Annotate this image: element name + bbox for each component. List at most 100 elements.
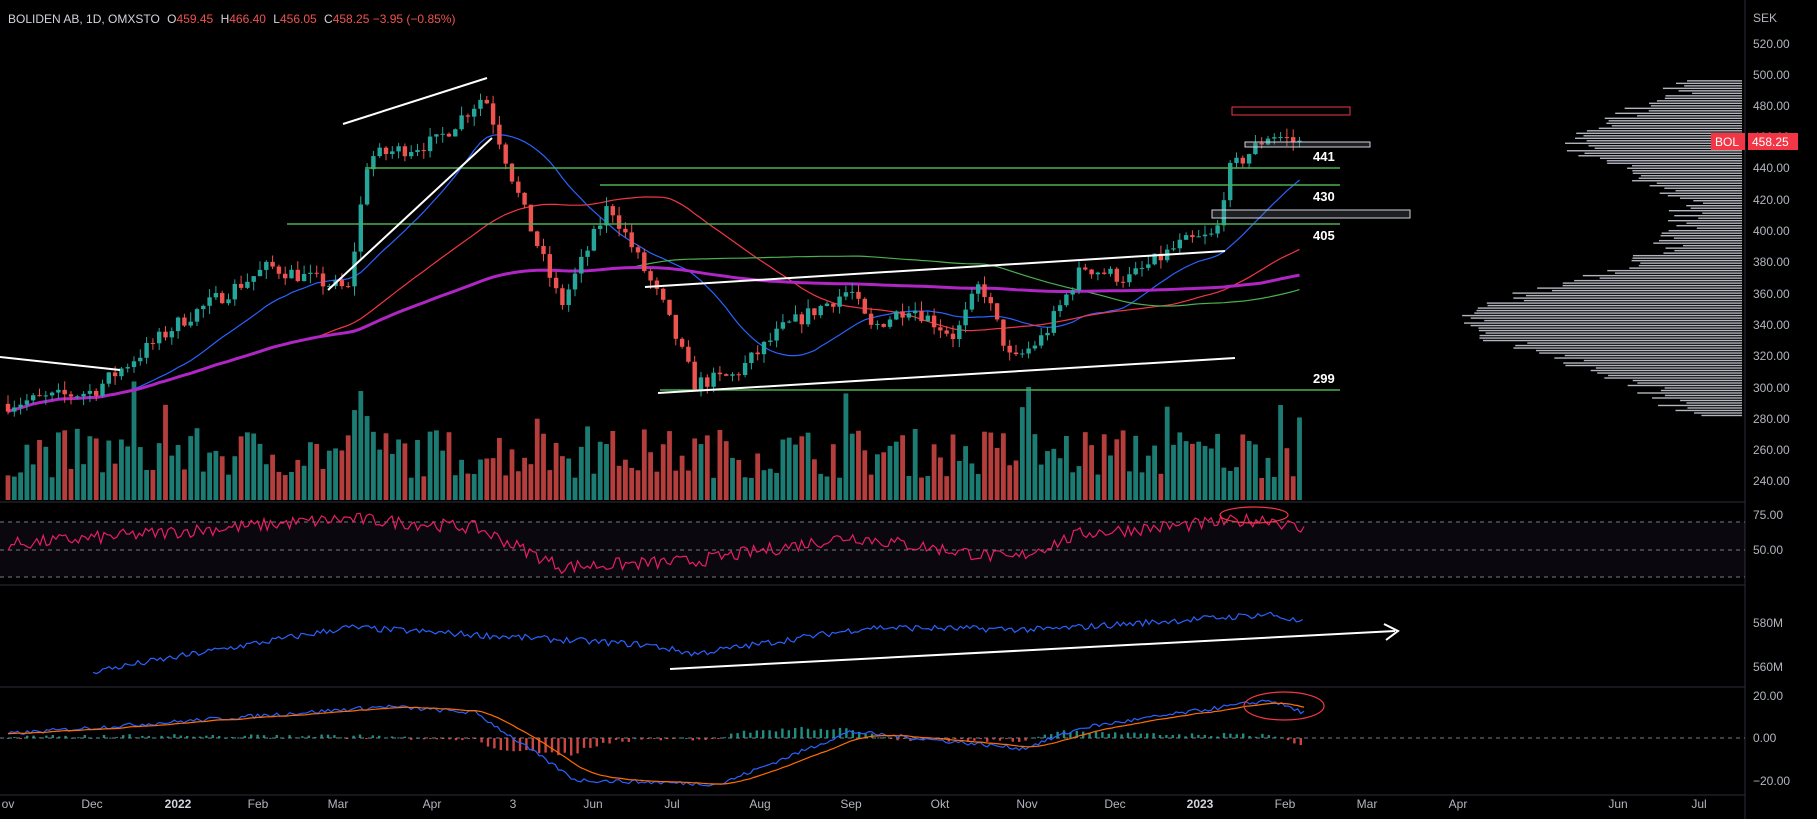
macd-histogram-bar xyxy=(787,730,790,738)
macd-histogram-bar xyxy=(1101,732,1104,738)
macd-histogram-bar xyxy=(64,735,67,738)
macd-histogram-bar xyxy=(954,738,957,739)
volume-bar xyxy=(1101,434,1107,500)
low-label: L xyxy=(273,12,280,26)
volume-bar xyxy=(156,443,162,500)
channel-bottom-trendline[interactable] xyxy=(657,357,1236,394)
volume-profile-row xyxy=(1563,362,1742,364)
macd-histogram-bar xyxy=(474,738,477,739)
time-axis[interactable]: ov Dec 2022 Feb Mar Apr 3 Jun Jul Aug Se… xyxy=(2,797,1707,811)
macd-highlight-ellipse[interactable] xyxy=(1243,691,1325,721)
open-value: 459.45 xyxy=(176,12,214,26)
candle-body xyxy=(371,156,376,170)
volume-bar xyxy=(1253,444,1258,500)
sma-100-line xyxy=(7,255,1300,413)
volume-bar xyxy=(1221,467,1227,500)
obv-trend-arrow-line[interactable] xyxy=(669,630,1396,670)
macd-line xyxy=(7,699,1305,787)
macd-histogram-bar xyxy=(877,737,880,739)
candle-body xyxy=(1032,345,1038,349)
candle-body xyxy=(881,323,886,327)
volume-bar xyxy=(774,472,779,500)
channel-top-trendline[interactable] xyxy=(644,250,1226,288)
macd-histogram-bar xyxy=(294,737,298,739)
volume-bar xyxy=(56,432,61,500)
volume-profile-row xyxy=(1566,150,1742,152)
volume-bar xyxy=(37,439,42,500)
macd-histogram-bar xyxy=(480,738,483,743)
candle-body xyxy=(390,151,395,154)
drawings[interactable] xyxy=(0,77,1411,394)
volume-profile-row xyxy=(1527,342,1742,344)
candle-body xyxy=(175,317,181,332)
volume-bar xyxy=(837,477,842,500)
volume-profile-row xyxy=(1539,352,1742,354)
candle-body xyxy=(805,308,811,325)
candle-body xyxy=(648,271,653,281)
last-price-symbol: BOL xyxy=(1715,135,1739,149)
volume-profile-row xyxy=(1702,212,1742,214)
candle-body xyxy=(749,352,754,363)
macd-histogram-bar xyxy=(390,736,394,738)
volume-profile-row xyxy=(1649,102,1742,105)
supply-zone-rect[interactable] xyxy=(1244,141,1371,148)
candle-body xyxy=(824,303,830,306)
time-tick: Sep xyxy=(840,797,862,811)
time-tick: 2022 xyxy=(165,797,192,811)
macd-histogram-bar xyxy=(883,737,886,739)
volume-bar xyxy=(1051,448,1057,500)
time-tick: Dec xyxy=(1104,797,1125,811)
indicator-axes[interactable]: 75.00 50.00 580M 560M 20.00 0.00 −20.00 xyxy=(1753,508,1790,788)
left-trendline[interactable] xyxy=(0,356,121,371)
volume-bar xyxy=(74,428,80,500)
time-tick: ov xyxy=(2,797,15,811)
rising-wedge-bottom-trendline[interactable] xyxy=(327,137,493,291)
candle-body xyxy=(1089,269,1094,275)
macd-histogram-bar xyxy=(691,738,694,741)
candle-body xyxy=(535,231,540,246)
macd-histogram-bar xyxy=(147,735,150,738)
rising-wedge-top-trendline[interactable] xyxy=(342,77,488,125)
volume-profile-row xyxy=(1667,195,1742,197)
volume-profile-row xyxy=(1652,397,1742,399)
macd-histogram-bar xyxy=(262,735,266,738)
resistance-zone-rect[interactable] xyxy=(1231,106,1351,116)
volume-bar xyxy=(1045,451,1050,500)
candle-body xyxy=(944,330,949,334)
price-tick: 280.00 xyxy=(1753,412,1790,426)
volume-bar xyxy=(988,432,994,500)
volume-profile-row xyxy=(1632,172,1742,174)
macd-histogram-bar xyxy=(723,737,726,739)
candle-body xyxy=(100,383,105,396)
macd-histogram-bar xyxy=(1018,738,1021,742)
candle-body xyxy=(434,134,439,137)
macd-histogram-bar xyxy=(966,738,970,742)
volume-bar xyxy=(975,473,981,500)
rsi-highlight-ellipse[interactable] xyxy=(1219,506,1289,524)
volume-bar xyxy=(213,450,219,500)
volume-bar xyxy=(1246,440,1252,500)
volume-bar xyxy=(547,470,553,500)
candle-body xyxy=(553,277,559,289)
volume-bar xyxy=(182,469,187,500)
symbol-header[interactable]: BOLIDEN AB, 1D, OMXSTO O459.45 H466.40 L… xyxy=(8,12,455,26)
macd-histogram-bar xyxy=(602,738,605,743)
macd-histogram-bar xyxy=(435,738,438,740)
candle-body xyxy=(654,280,660,289)
candle-body xyxy=(308,272,313,274)
volume-bar xyxy=(912,428,918,500)
volume-profile-row xyxy=(1611,125,1742,127)
macd-histogram-bar xyxy=(973,738,976,741)
macd-histogram-bar xyxy=(269,737,272,739)
volume-bar xyxy=(830,444,836,500)
volume-profile-row xyxy=(1682,244,1742,247)
price-axis[interactable]: SEK 520.00 500.00 480.00 460.00 440.00 4… xyxy=(1753,11,1790,488)
gap-zone-rect[interactable] xyxy=(1211,209,1411,219)
macd-histogram-bar xyxy=(531,738,534,751)
volume-bar xyxy=(301,465,307,500)
macd-histogram-bar xyxy=(1286,738,1290,741)
volume-profile-row xyxy=(1701,414,1742,417)
volume-profile-row xyxy=(1678,90,1742,92)
macd-histogram-bar xyxy=(442,738,445,739)
